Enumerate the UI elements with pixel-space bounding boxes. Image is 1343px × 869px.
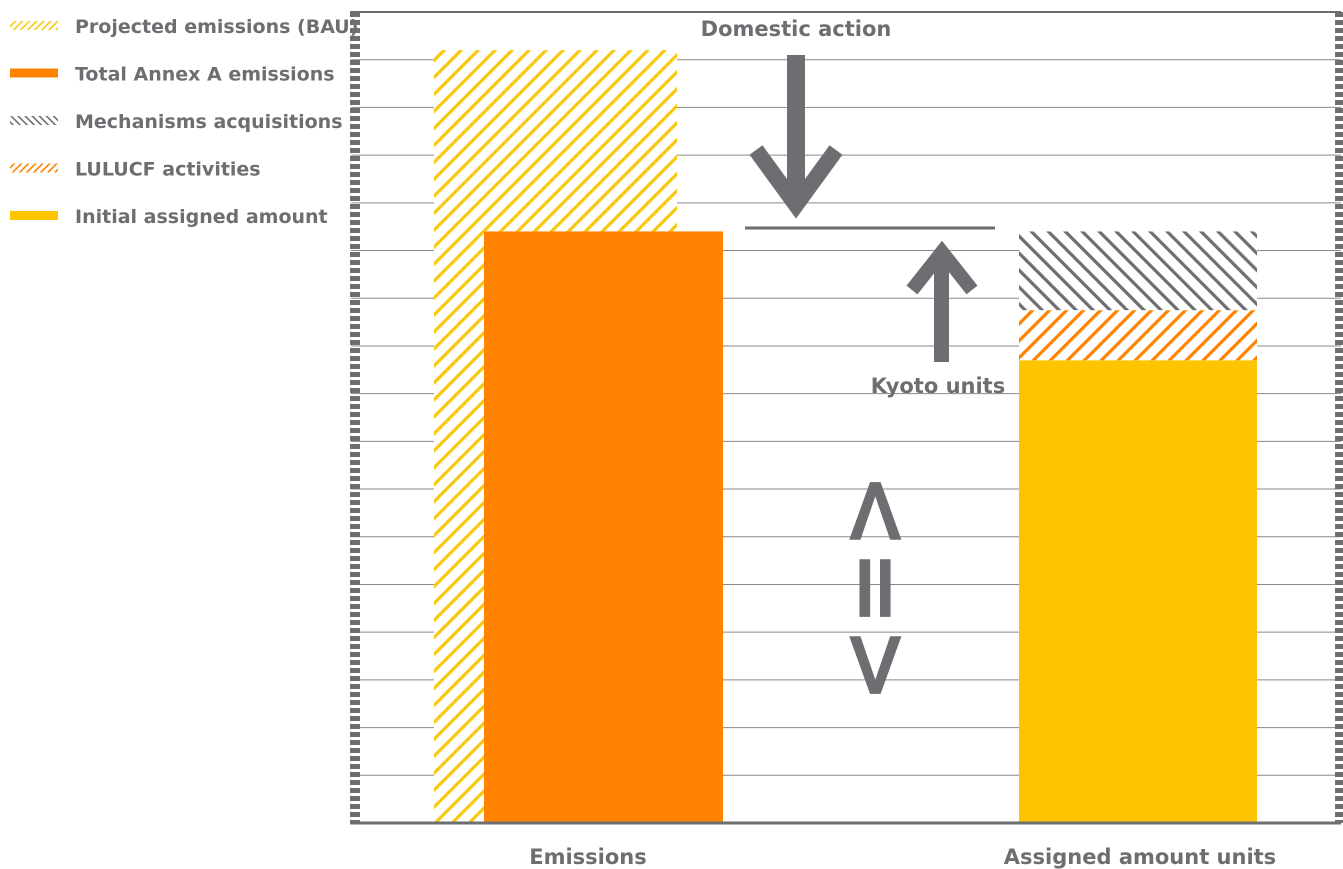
bars <box>434 50 1257 824</box>
category-label-emissions: Emissions <box>529 845 647 869</box>
legend-label: Total Annex A emissions <box>75 64 335 86</box>
legend: Projected emissions (BAU) Total Annex A e… <box>10 16 358 228</box>
legend-swatch <box>10 21 58 30</box>
annotations: Domestic action Kyoto units <=> <box>701 17 1006 704</box>
bar-total-annex-a-emissions <box>484 231 723 824</box>
bar-mechanisms-acquisitions <box>1019 231 1257 311</box>
legend-item-total-annex-a-emissions: Total Annex A emissions <box>10 64 335 86</box>
legend-label: Mechanisms acquisitions <box>75 111 343 133</box>
category-label-assigned-amount-units: Assigned amount units <box>1004 845 1276 869</box>
legend-label: Initial assigned amount <box>75 206 328 228</box>
legend-item-lulucf-activities: LULUCF activities <box>10 159 261 181</box>
legend-item-mechanisms-acquisitions: Mechanisms acquisitions <box>10 111 343 133</box>
bar-lulucf-activities <box>1019 310 1257 361</box>
bar-initial-assigned-amount <box>1019 360 1257 823</box>
legend-swatch <box>10 163 58 173</box>
up-arrow-icon <box>906 240 978 362</box>
category-labels: Emissions Assigned amount units <box>529 845 1276 869</box>
kyoto-units-label: Kyoto units <box>871 374 1005 398</box>
legend-swatch <box>10 116 58 125</box>
down-arrow-icon <box>749 55 843 219</box>
legend-label: Projected emissions (BAU) <box>75 16 358 38</box>
legend-swatch <box>10 211 58 220</box>
plot-frame <box>350 11 1343 825</box>
legend-swatch <box>10 68 58 78</box>
legend-label: LULUCF activities <box>75 159 261 181</box>
domestic-action-label: Domestic action <box>701 17 892 41</box>
legend-item-initial-assigned-amount: Initial assigned amount <box>10 206 328 228</box>
relation-symbol: <=> <box>825 472 932 703</box>
legend-item-projected-emissions-bau: Projected emissions (BAU) <box>10 16 358 38</box>
